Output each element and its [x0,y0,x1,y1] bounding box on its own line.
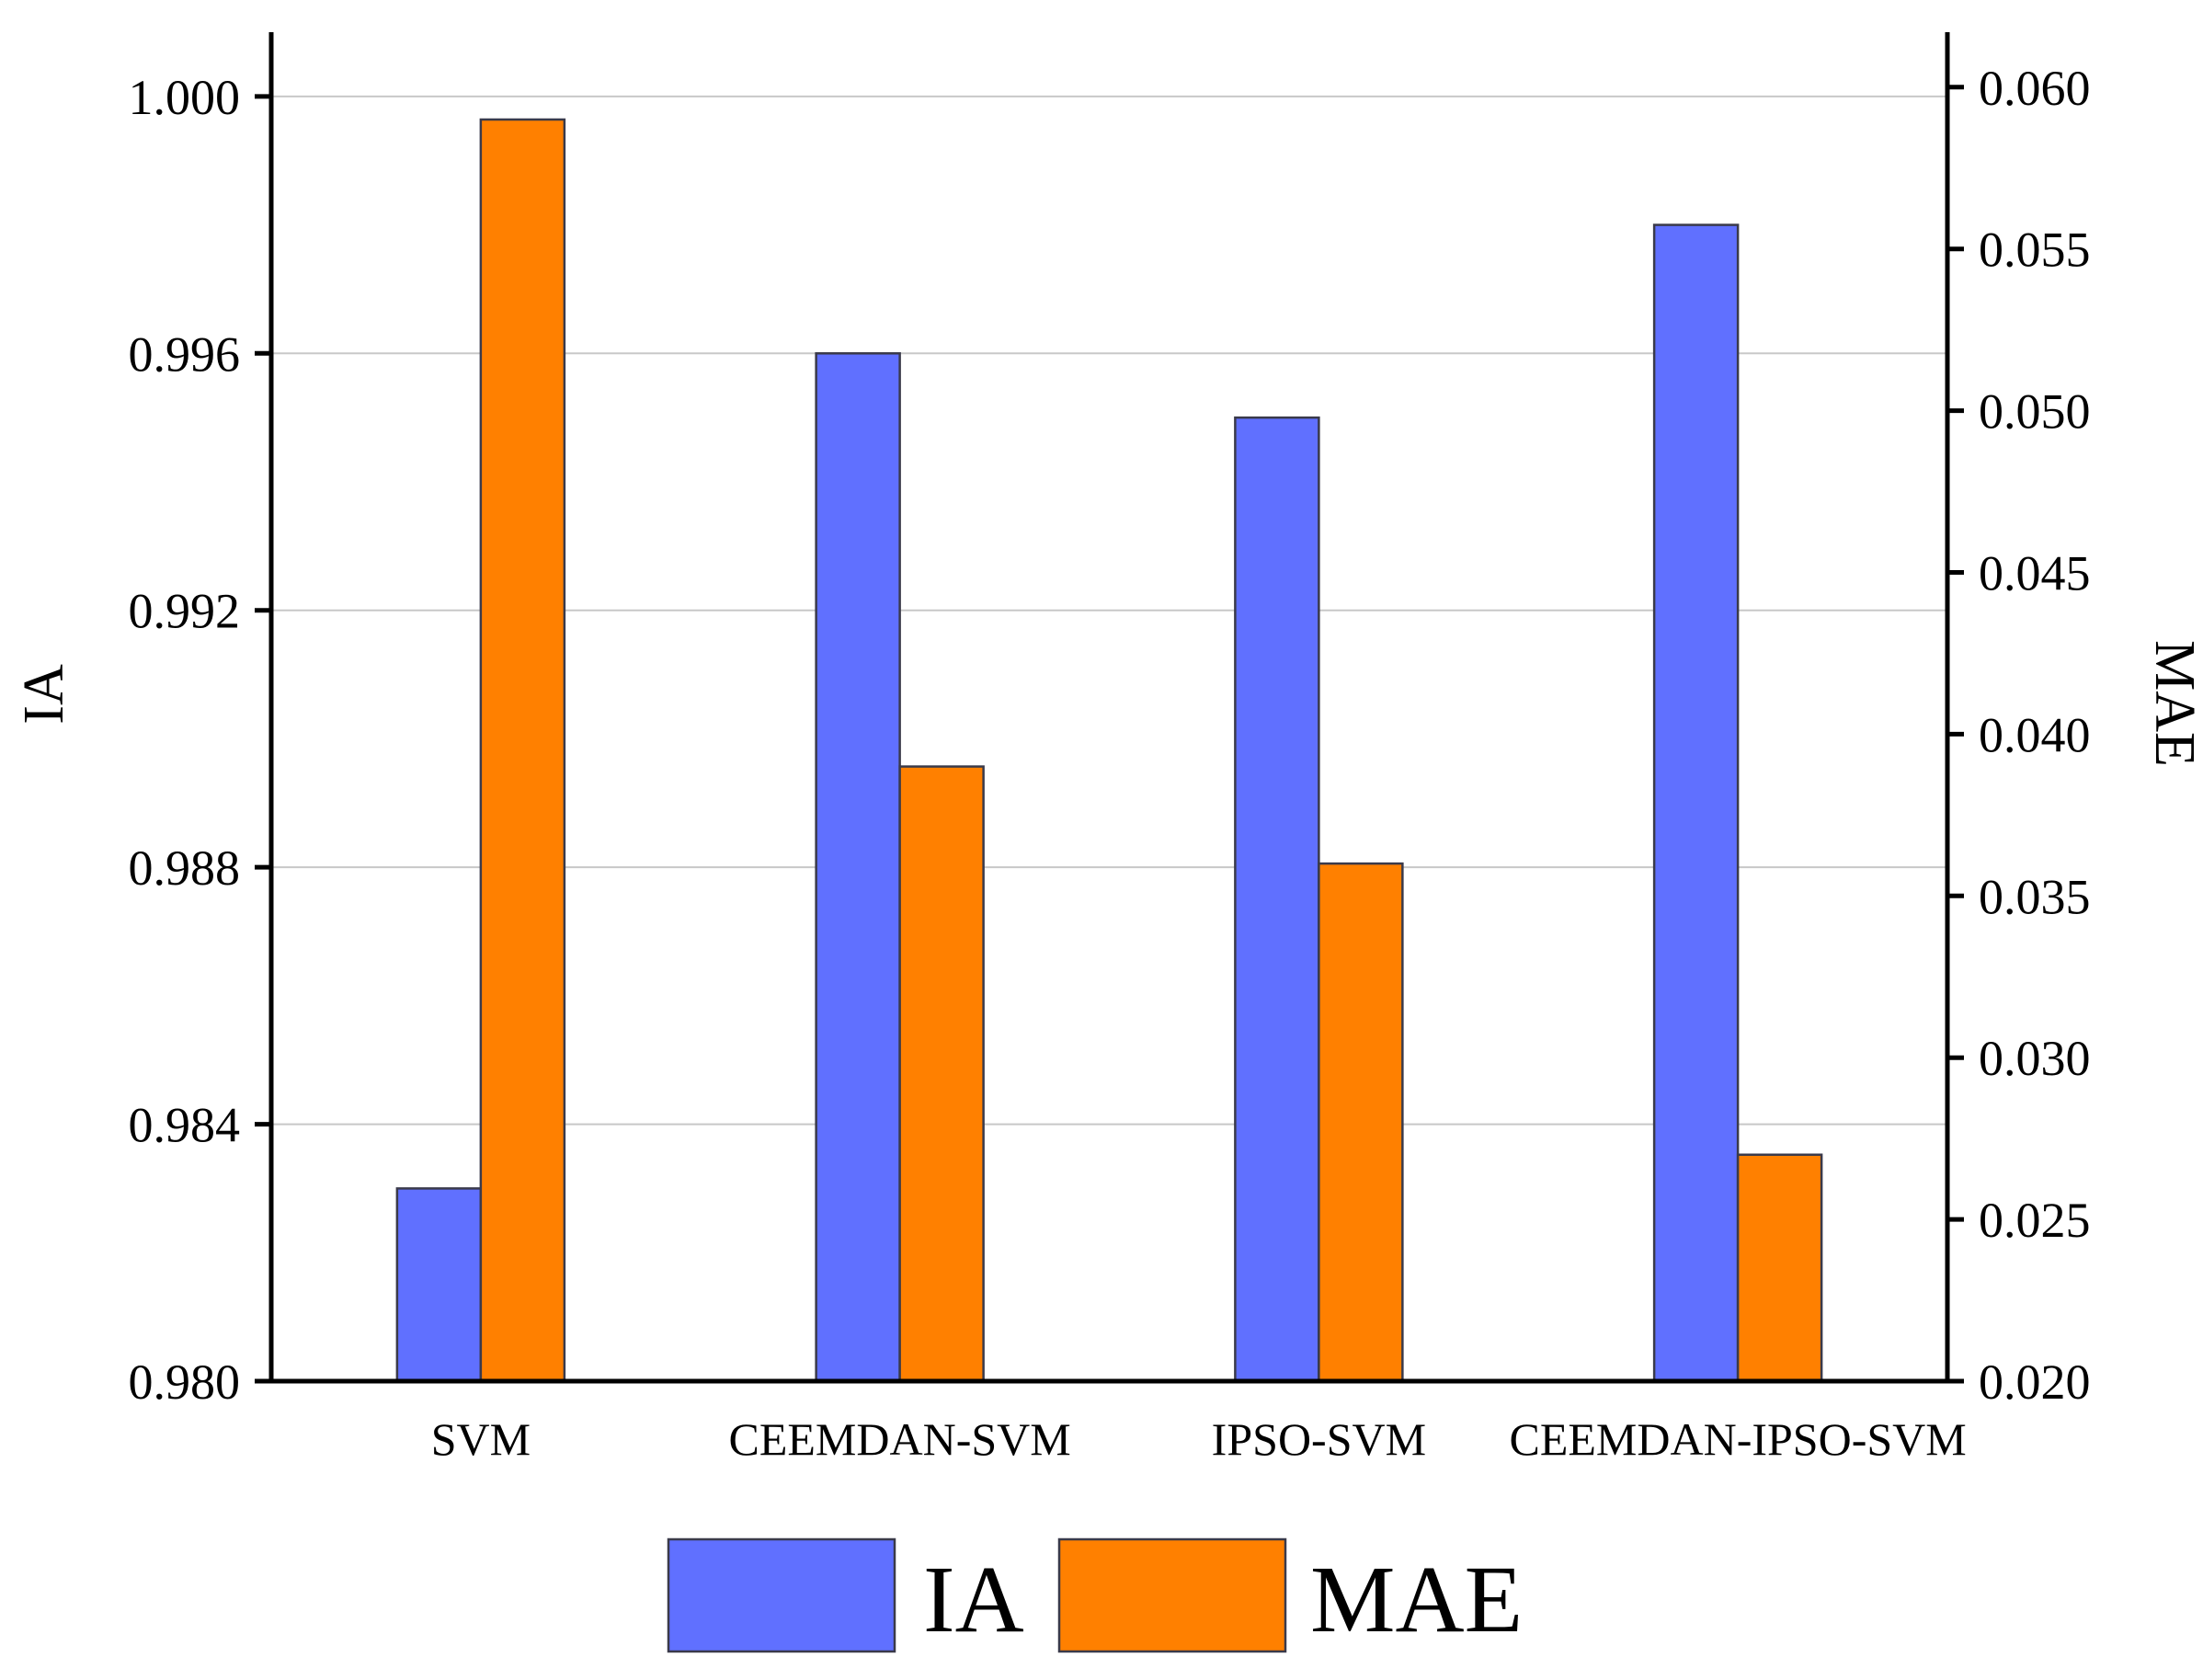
right-tick-label: 0.025 [1979,1193,2091,1248]
bar-mae [898,765,985,1383]
bar-ia [1652,223,1740,1383]
left-tick-label: 0.992 [129,584,241,639]
right-tick-label: 0.050 [1979,384,2091,440]
category-label: CEEMDAN-SVM [729,1413,1071,1465]
right-tick-label: 0.030 [1979,1031,2091,1086]
left-tick-label: 0.988 [129,840,241,896]
category-label: CEEMDAN-IPSO-SVM [1509,1413,1966,1465]
bar-ia [395,1187,483,1383]
bar-mae [1318,862,1404,1383]
bar-ia [815,352,901,1383]
bars [395,118,1823,1383]
right-axis-ticks: 0.020 0.025 0.030 0.035 0.040 0.045 0.050 0.055… [1947,61,2091,1410]
legend-swatch-ia [667,1537,896,1653]
right-tick-label: 0.020 [1979,1354,2091,1410]
legend-label-ia: IA [923,1547,1024,1652]
left-axis-ticks: 0.980 0.984 0.988 0.992 0.996 1.000 [129,70,271,1410]
legend-label-mae: MAE [1310,1547,1523,1652]
right-tick-label: 0.040 [1979,707,2091,762]
left-tick-label: 0.996 [129,326,241,382]
right-tick-label: 0.035 [1979,869,2091,924]
legend-swatch-mae [1057,1537,1287,1653]
category-label: SVM [431,1413,531,1465]
left-tick-label: 0.980 [129,1354,241,1410]
right-tick-label: 0.045 [1979,546,2091,601]
right-tick-label: 0.060 [1979,61,2091,116]
left-axis-title: IA [13,664,75,725]
right-axis-title: MAE [2143,640,2203,767]
left-tick-label: 0.984 [129,1098,241,1153]
right-tick-label: 0.055 [1979,223,2091,278]
category-label: IPSO-SVM [1212,1413,1426,1465]
left-tick-label: 1.000 [129,70,241,125]
category-labels: SVM CEEMDAN-SVM IPSO-SVM CEEMDAN-IPSO-SVM [431,1413,1967,1465]
axes [268,32,1950,1384]
legend: IA MAE [667,1537,1523,1653]
bar-mae [1736,1153,1823,1383]
bar-ia [1234,416,1320,1383]
bar-mae [479,118,566,1383]
